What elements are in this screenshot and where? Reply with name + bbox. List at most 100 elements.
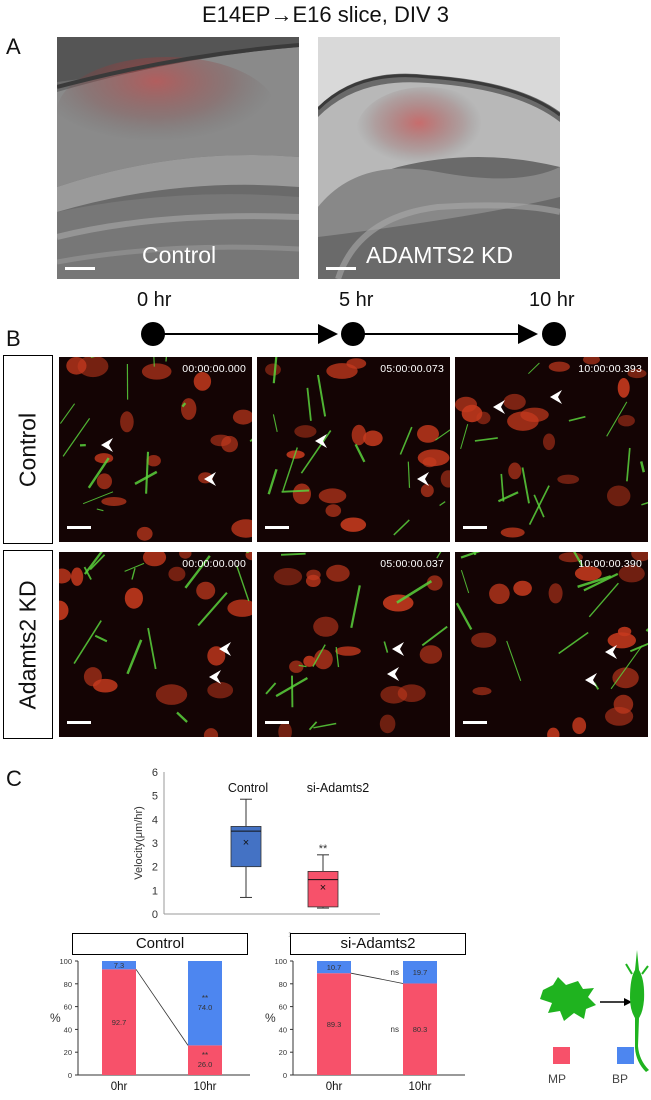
significance-mark: ns: [391, 968, 399, 977]
red-cell: [422, 457, 437, 468]
green-process: [396, 579, 433, 604]
control-slice-drawing: [57, 37, 299, 279]
red-cell: [273, 568, 303, 586]
timestamp: 00:00:00.000: [182, 558, 246, 570]
kd-slice-label: ADAMTS2 KD: [366, 242, 513, 268]
red-cell: [335, 646, 361, 656]
green-process: [184, 555, 211, 589]
arrowhead-marker: [550, 390, 562, 404]
red-cell: [303, 655, 316, 667]
connector-line: [135, 969, 189, 1046]
timelapse-frame-drawing: [455, 552, 648, 737]
green-process: [282, 447, 298, 492]
green-process: [126, 639, 143, 675]
x-tick-label: 0hr: [326, 1081, 343, 1093]
green-process: [558, 631, 589, 655]
red-cell: [124, 587, 143, 609]
red-cell: [313, 616, 339, 637]
green-process: [87, 457, 110, 489]
timeline-label-5hr: 5 hr: [339, 289, 374, 311]
red-cell: [305, 574, 321, 587]
red-cell: [196, 581, 216, 600]
red-cell: [508, 462, 522, 480]
y-tick-label: 60: [64, 1003, 72, 1012]
timeline-label-10hr: 10 hr: [529, 289, 575, 311]
red-cell: [59, 568, 72, 584]
y-tick-label: 60: [279, 1003, 287, 1012]
frame-background: [257, 357, 450, 542]
arrowhead-marker: [417, 472, 429, 486]
red-cell: [278, 722, 292, 737]
green-process: [83, 566, 92, 580]
y-tick-label: 1: [152, 885, 158, 897]
significance-mark: ns: [391, 1025, 399, 1034]
red-cell: [574, 566, 602, 581]
red-cell: [155, 684, 188, 705]
multipolar-cell-icon: [540, 977, 596, 1021]
timestamp: 05:00:00.073: [380, 363, 444, 375]
bar-mp: [403, 983, 437, 1075]
green-process: [94, 634, 108, 643]
red-cell: [379, 714, 396, 734]
arrowhead-marker: [209, 670, 221, 684]
red-cell: [96, 473, 112, 490]
timelapse-frame: 10:00:00.390: [455, 552, 648, 737]
green-process: [455, 602, 473, 630]
red-cell: [210, 434, 232, 447]
timelapse-frame-drawing: [455, 357, 648, 542]
timelapse-frame-drawing: [257, 357, 450, 542]
green-process: [298, 664, 307, 668]
green-process: [176, 711, 188, 723]
bar-mp: [188, 1045, 222, 1075]
timepoint-dot: [141, 322, 165, 346]
legend-label-bp: BP: [612, 1072, 629, 1086]
timeline: [141, 322, 566, 346]
row-label-control: Control: [3, 355, 53, 544]
green-process: [96, 508, 104, 512]
y-tick-label: 20: [279, 1048, 287, 1057]
legend-swatch-bp: [617, 1047, 634, 1064]
red-cell: [66, 357, 87, 375]
red-cell: [193, 372, 212, 391]
kd-slice-drawing: [318, 37, 560, 279]
timelapse-frame: 10:00:00.393: [455, 357, 648, 542]
arrowhead-marker: [493, 400, 505, 414]
green-process: [500, 473, 505, 502]
red-cell: [294, 425, 317, 438]
green-process: [393, 519, 410, 536]
scale-bar: [265, 721, 289, 724]
scale-bar: [265, 526, 289, 529]
green-process: [528, 485, 550, 525]
red-cell: [207, 682, 234, 699]
frame-background: [59, 552, 252, 737]
green-process: [474, 437, 498, 442]
arrowhead-marker: [392, 642, 404, 656]
red-cell: [520, 407, 549, 422]
green-process: [267, 468, 278, 495]
green-process: [153, 357, 155, 367]
bar-bp: [102, 961, 136, 970]
timelapse-frame: 00:00:00.000: [59, 357, 252, 542]
scale-bar: [463, 526, 487, 529]
red-cell: [417, 425, 439, 443]
red-cell: [426, 575, 443, 591]
timelapse-frame-drawing: [257, 552, 450, 737]
data-label: 74.0: [198, 1003, 213, 1012]
timestamp: 10:00:00.390: [578, 558, 642, 570]
red-cell: [136, 526, 153, 541]
red-cell: [146, 455, 161, 467]
timelapse-frame-drawing: [59, 552, 252, 737]
red-cell: [203, 728, 219, 737]
bar-mp: [102, 969, 136, 1075]
green-process: [460, 569, 470, 594]
arrowhead-marker: [101, 438, 113, 452]
bar-bp: [188, 961, 222, 1046]
red-cell: [326, 564, 350, 582]
green-process: [131, 568, 136, 580]
cell-transition-schematic: [540, 977, 632, 1021]
green-process: [272, 414, 278, 433]
red-cell: [340, 517, 367, 532]
connector-line: [350, 972, 404, 984]
red-cell: [71, 567, 84, 586]
green-process: [89, 554, 106, 571]
